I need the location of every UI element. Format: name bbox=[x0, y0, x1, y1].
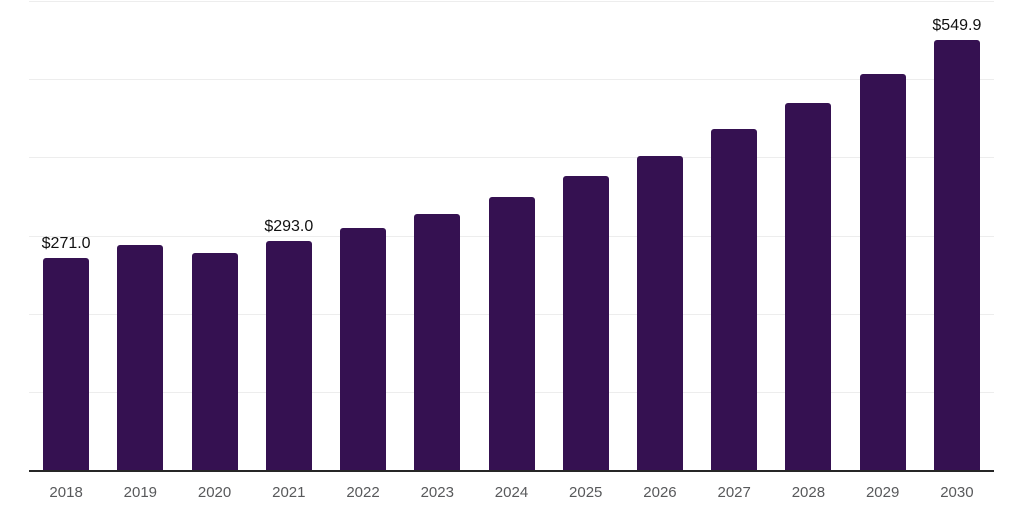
x-axis-line bbox=[29, 470, 994, 472]
bar-2026 bbox=[636, 155, 683, 470]
x-tick-label-2018: 2018 bbox=[49, 484, 83, 501]
x-tick-label-2020: 2020 bbox=[197, 484, 232, 501]
x-tick-label-2030: 2030 bbox=[940, 484, 974, 501]
bar-2023 bbox=[414, 213, 461, 470]
x-tick-label-2027: 2027 bbox=[717, 484, 751, 501]
bar-2029 bbox=[859, 73, 906, 470]
x-tick-label-2028: 2028 bbox=[791, 484, 826, 501]
x-tick-label-2025: 2025 bbox=[569, 484, 603, 501]
bar-2025 bbox=[562, 176, 609, 470]
bar-2018 bbox=[43, 258, 90, 470]
x-tick-label-2026: 2026 bbox=[643, 484, 677, 501]
bar-2021 bbox=[265, 240, 312, 470]
bar-2020 bbox=[191, 252, 238, 470]
bar-value-label-2021: $293.0 bbox=[264, 217, 314, 235]
bar-2024 bbox=[488, 197, 535, 470]
x-tick-label-2022: 2022 bbox=[346, 484, 380, 501]
gridline-600 bbox=[29, 1, 994, 2]
gridline-400 bbox=[29, 157, 994, 159]
bar-2028 bbox=[785, 102, 832, 470]
bar-2022 bbox=[340, 227, 387, 470]
x-tick-label-2023: 2023 bbox=[420, 484, 454, 501]
bar-2019 bbox=[117, 244, 164, 470]
x-tick-label-2019: 2019 bbox=[123, 484, 158, 501]
x-tick-label-2021: 2021 bbox=[272, 484, 306, 501]
gridline-500 bbox=[29, 79, 994, 81]
bar-2030 bbox=[933, 40, 980, 470]
bar-value-label-2030: $549.9 bbox=[932, 17, 982, 35]
bar-2027 bbox=[711, 129, 758, 470]
bar-value-label-2018: $271.0 bbox=[41, 235, 91, 253]
x-tick-label-2024: 2024 bbox=[494, 484, 529, 501]
x-tick-label-2029: 2029 bbox=[865, 484, 900, 501]
